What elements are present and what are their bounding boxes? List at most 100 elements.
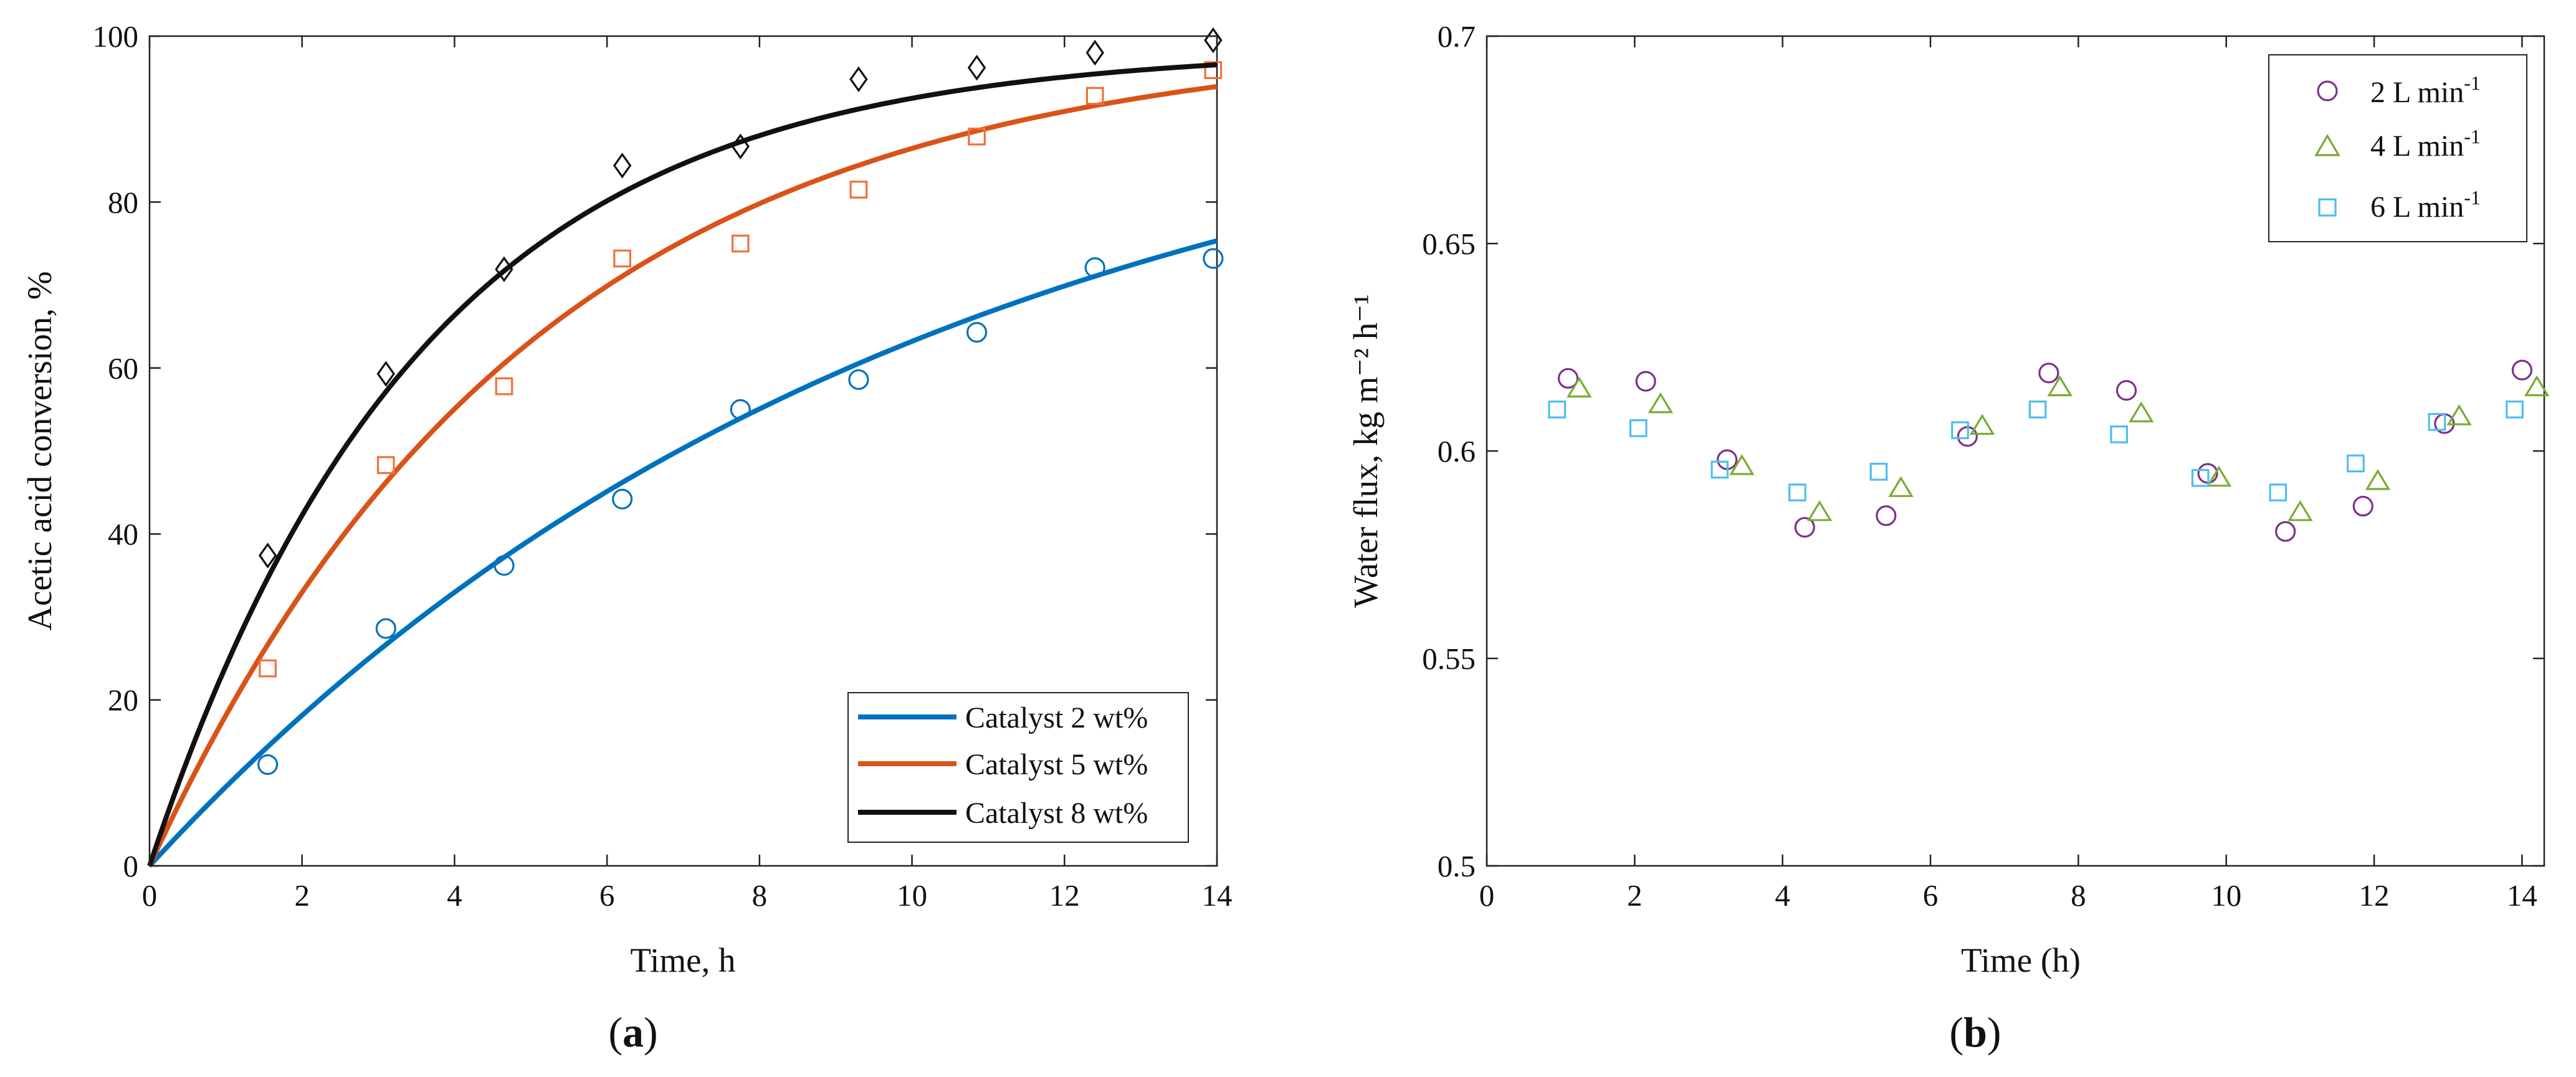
data-point-cat8 [967,54,986,81]
data-point-flow6 [1869,462,1888,481]
data-point-cat8 [849,66,868,93]
data-point-cat8 [1085,39,1104,66]
data-point-cat5 [1085,87,1104,105]
legend-sup-flow2: -1 [2464,72,2481,94]
data-point-flow2 [2511,359,2532,381]
data-point-cat8 [495,256,513,283]
data-point-cat8 [613,153,632,179]
data-point-flow2 [1635,371,1656,392]
legend-sup-flow4: -1 [2464,125,2481,148]
x-tick-label: 12 [1049,878,1080,913]
fit-line-cat2 [148,238,1218,868]
data-point-cat2 [1084,257,1105,278]
panel-letter-b: b [1963,1008,1987,1056]
x-tick-label: 4 [447,878,462,913]
legend-label-cat2: Catalyst 2 wt% [965,701,1148,734]
data-point-flow4 [2446,404,2472,425]
data-point-cat5 [968,127,986,146]
data-point-flow6 [1629,419,1648,437]
data-point-flow2 [1557,368,1579,389]
x-tick-label: 10 [897,878,927,913]
legend-label-cat5: Catalyst 5 wt% [965,748,1148,781]
y-tick-label: 0.65 [1422,227,1476,261]
panel-label-b: (b) [1949,1008,2001,1056]
data-point-cat2 [612,488,633,510]
x-axis-label-b: Time (h) [1961,941,2081,979]
data-point-flow6 [2269,483,2287,501]
data-point-flow6 [2506,401,2524,419]
x-tick-label: 14 [2507,878,2537,913]
data-point-cat2 [494,555,515,576]
y-tick-label: 0.7 [1438,19,1476,54]
data-point-cat5 [495,377,513,396]
y-axis-label-b: Water flux, kg m⁻² h⁻¹ [1347,294,1385,608]
y-tick-label: 0.6 [1438,434,1476,468]
data-point-flow4 [2129,401,2154,423]
data-point-flow6 [1548,401,1567,419]
data-point-cat2 [1203,248,1224,269]
legend-label-cat8: Catalyst 8 wt% [965,797,1148,830]
data-point-cat5 [1204,61,1223,79]
y-tick-label: 80 [108,185,138,219]
x-tick-label: 4 [1775,878,1790,913]
data-point-cat5 [376,456,395,474]
data-point-flow6 [1951,421,1969,440]
data-point-cat2 [375,618,396,639]
chart-panel-b: 0 2 4 6 8 10 12 14 0.5 0.55 0.6 0.65 0.7 Time (h) Wa… [1347,19,2550,1056]
data-point-flow4 [2365,469,2391,490]
y-axis-label-a: Acetic acid conversion, % [21,271,59,630]
data-point-cat5 [731,234,750,253]
data-point-flow4 [1567,376,1592,398]
legend-marker-flow2 [2317,80,2338,102]
legend-text-flow6: 6 L min [2370,191,2464,224]
data-point-flow6 [2028,401,2047,419]
y-tick-label: 0.5 [1438,849,1476,883]
x-tick-label: 2 [1627,878,1643,913]
data-point-flow4 [1969,414,1995,435]
data-point-cat5 [849,181,868,199]
x-tick-label: 2 [294,878,310,913]
data-point-flow4 [2287,500,2313,521]
legend-label-flow6: 6 L min-1 [2370,186,2481,224]
data-point-flow2 [1794,516,1815,538]
chart-panel-a: 0 2 4 6 8 10 12 14 0 20 40 60 80 100 Time, h Acetic a… [21,19,1233,1056]
data-point-flow4 [1729,454,1755,475]
legend-a: Catalyst 2 wt% Catalyst 5 wt% Catalyst 8… [847,692,1189,843]
data-point-flow4 [1888,476,1914,497]
x-tick-label: 8 [2071,878,2086,913]
data-point-flow6 [2191,468,2210,487]
data-point-cat8 [376,361,396,387]
legend-text-flow2: 2 L min [2370,76,2464,109]
data-point-flow6 [2428,413,2446,431]
y-tick-label: 60 [108,351,138,386]
data-point-flow6 [1710,460,1729,479]
x-axis-label-a: Time, h [630,941,735,979]
legend-text-flow4: 4 L min [2370,130,2464,163]
data-point-cat2 [257,754,279,776]
y-tick-label: 0 [123,849,139,883]
x-tick-label: 14 [1202,878,1233,913]
fit-line-cat8 [147,62,1218,867]
data-point-cat8 [258,543,277,569]
fit-line-cat5 [147,84,1218,867]
data-point-flow2 [2116,380,2137,401]
data-point-cat5 [613,249,631,268]
legend-sup-flow6: -1 [2464,186,2481,209]
data-point-cat2 [848,369,869,391]
legend-label-flow4: 4 L min-1 [2370,125,2481,163]
data-point-flow6 [2110,425,2128,444]
data-point-flow4 [2047,375,2073,397]
legend-marker-flow6 [2318,198,2337,217]
data-point-cat5 [259,659,277,678]
legend-marker-flow4 [2314,133,2340,156]
panel-letter-a: a [623,1008,644,1056]
data-point-flow4 [1806,500,1833,521]
x-tick-label: 8 [752,878,768,913]
legend-b: 2 L min-1 4 L min-1 6 L min-1 [2268,54,2527,242]
data-point-flow2 [1876,505,1897,526]
data-point-flow6 [2347,454,2365,473]
data-point-flow4 [1648,392,1674,414]
data-point-flow2 [2038,363,2059,384]
x-tick-label: 0 [142,878,158,913]
